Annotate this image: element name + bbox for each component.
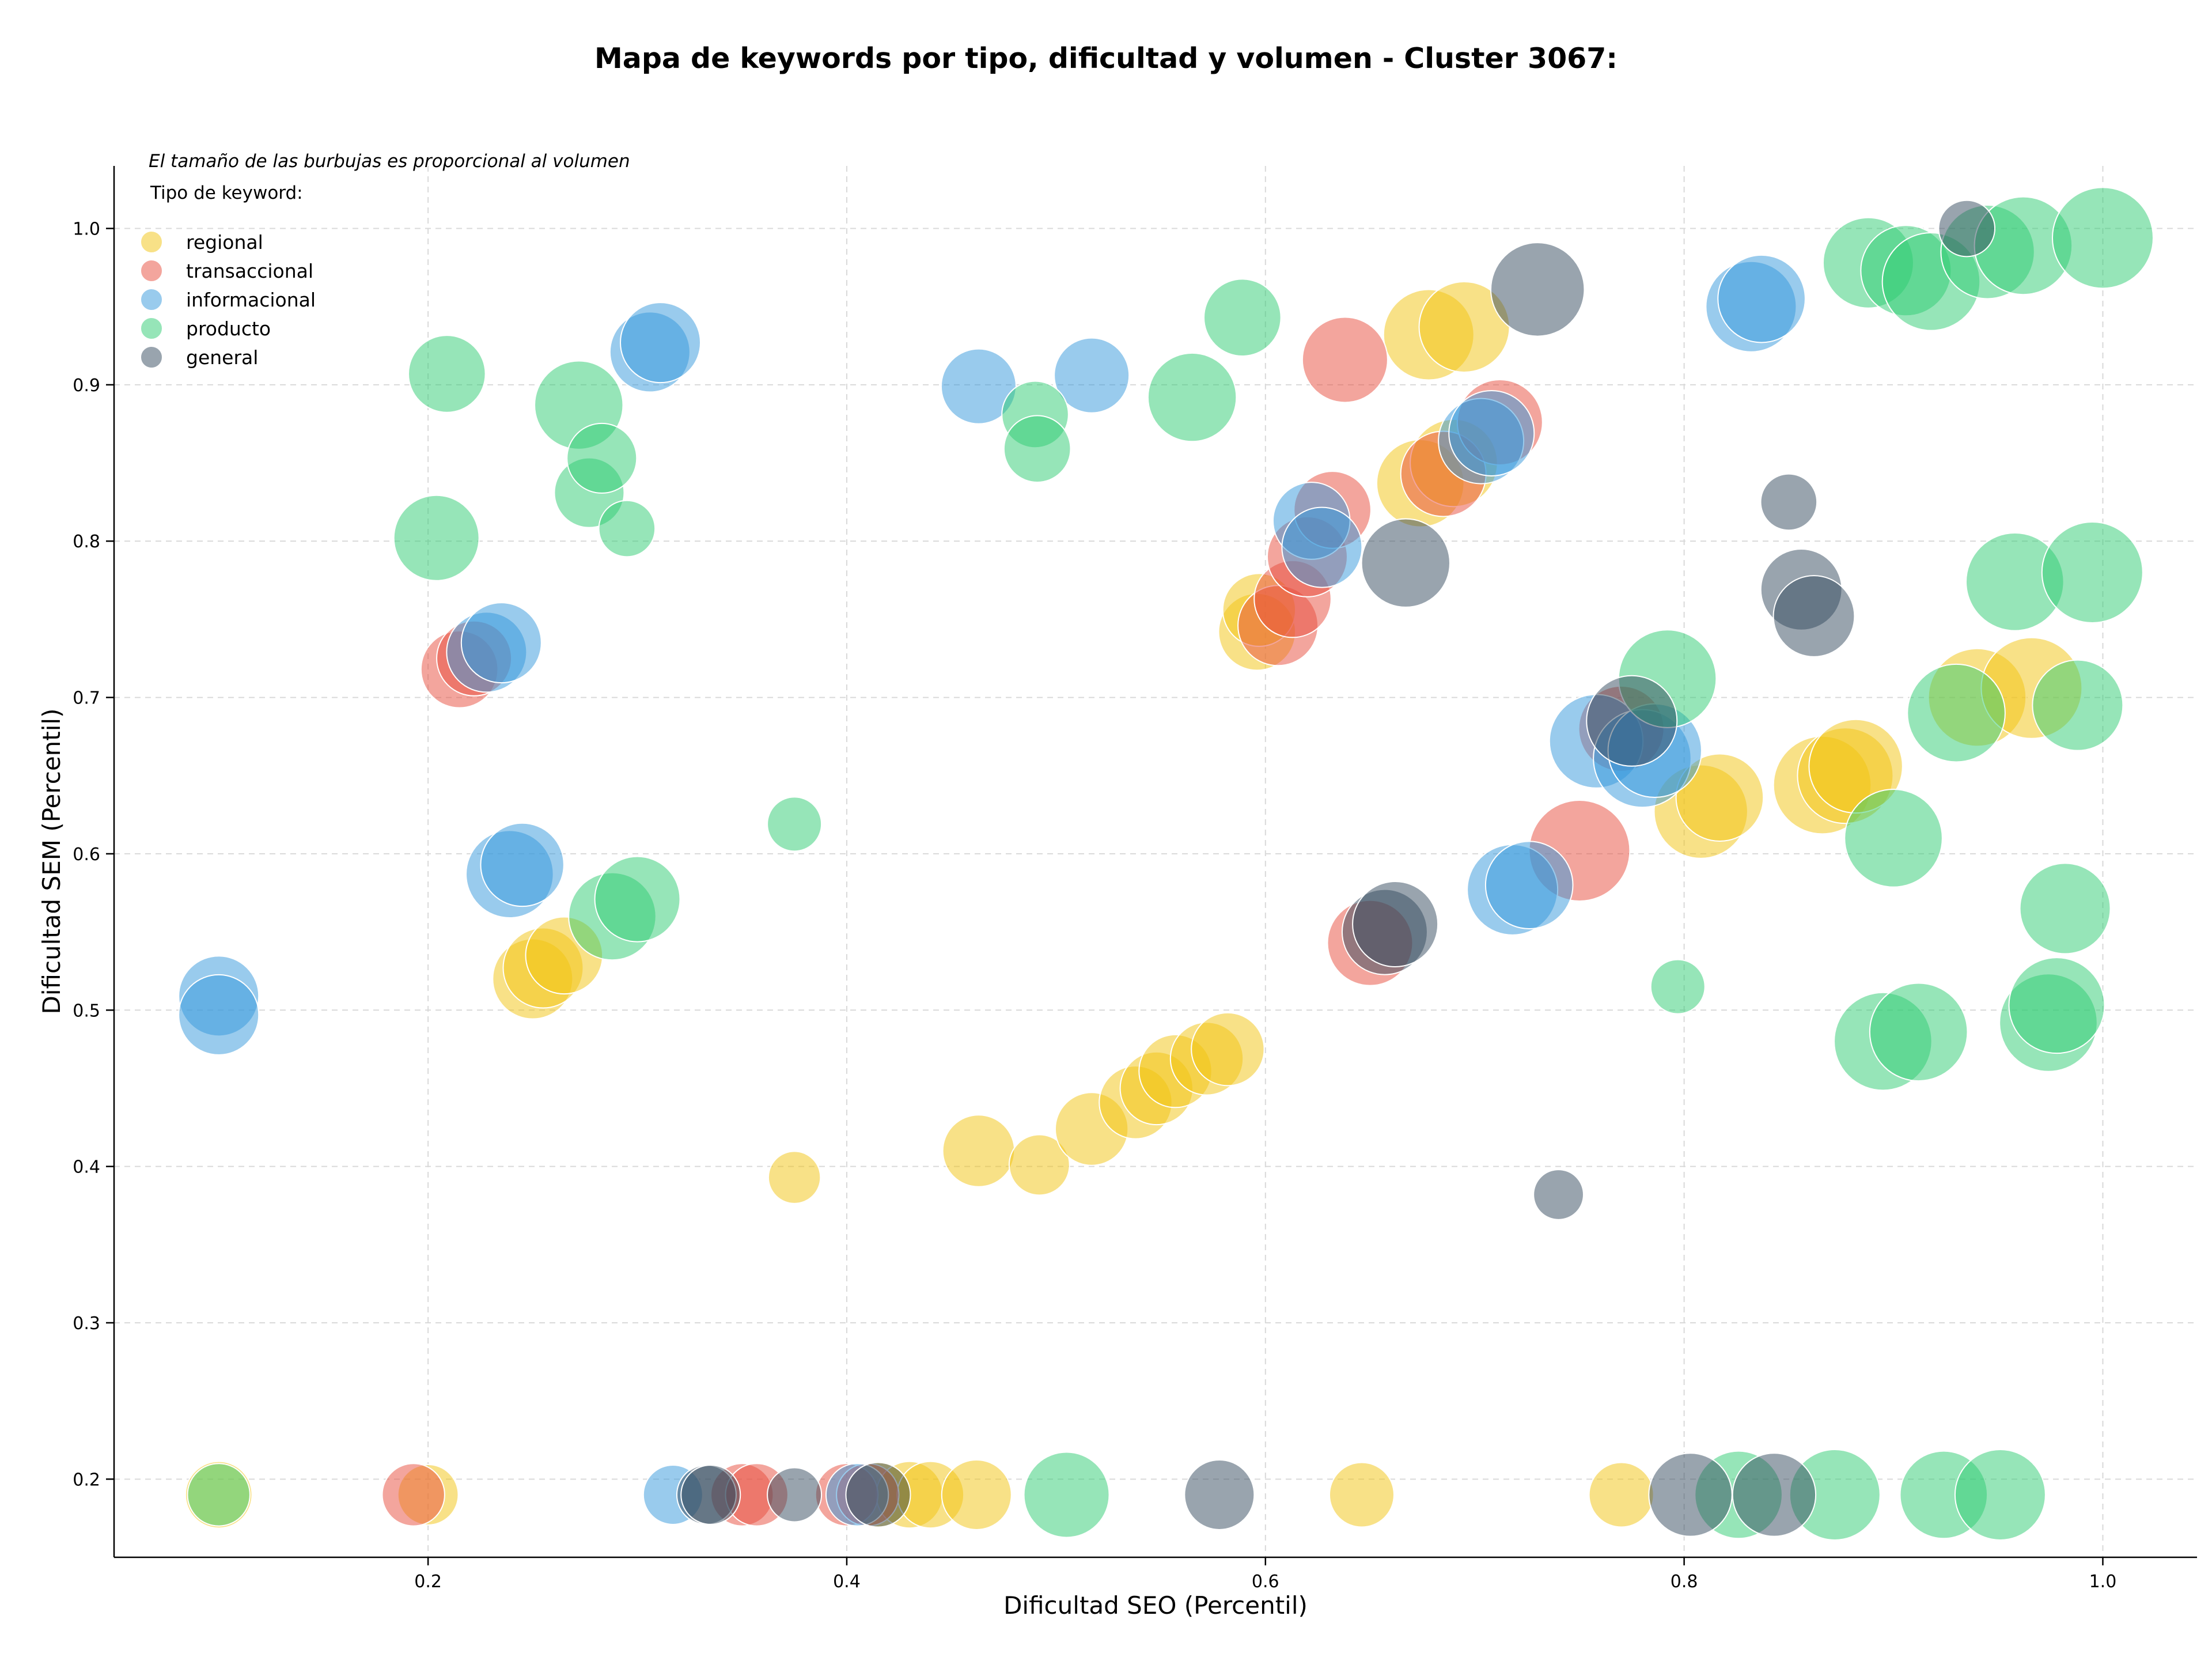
bubble-regional — [1328, 1462, 1395, 1528]
bubble-general — [845, 1462, 911, 1528]
bubble-producto — [1023, 1451, 1110, 1538]
bubble-producto — [2051, 187, 2154, 289]
bubble-producto — [598, 500, 656, 558]
bubble-producto — [566, 422, 638, 494]
bubble-transaccional — [1301, 316, 1388, 403]
x-axis-label: Dificultad SEO (Percentil) — [1003, 1591, 1308, 1620]
y-axis-label: Dificultad SEM (Percentil) — [37, 709, 66, 1015]
legend-marker-regional — [140, 230, 163, 253]
legend-label-regional: regional — [186, 231, 263, 253]
bubble-regional — [767, 1151, 821, 1204]
legend-title: Tipo de keyword: — [150, 183, 303, 203]
bubble-general — [1772, 575, 1855, 657]
bubble-informacional — [940, 348, 1017, 425]
x-tick-label: 0.6 — [1252, 1572, 1279, 1592]
size-note: El tamaño de las burbujas es proporciona… — [149, 151, 630, 172]
bubble-producto — [1003, 415, 1071, 483]
bubble-transaccional — [381, 1463, 445, 1527]
bubble-informacional — [1484, 841, 1574, 930]
x-tick-label: 0.4 — [833, 1572, 861, 1592]
bubble-informacional — [1054, 337, 1130, 414]
y-tick-label: 1.0 — [73, 220, 100, 240]
bubble-general — [767, 1467, 823, 1523]
legend-items: regional transaccional informacional produc… — [140, 230, 316, 369]
bubble-informacional — [480, 822, 565, 907]
bubble-general — [1184, 1459, 1255, 1530]
x-tick-label: 0.2 — [414, 1572, 442, 1592]
bubble-producto — [393, 494, 480, 581]
bubble-producto — [1844, 788, 1943, 888]
bubble-general — [1938, 199, 1996, 258]
bubble-informacional — [178, 974, 260, 1055]
bubble-general — [1361, 518, 1450, 608]
bubble-general — [1586, 675, 1678, 767]
bubble-regional — [1008, 1134, 1070, 1196]
y-tick-label: 0.3 — [73, 1314, 100, 1334]
legend-marker-informacional — [140, 288, 163, 311]
x-tick-label: 1.0 — [2089, 1572, 2117, 1592]
bubble-general — [680, 1464, 741, 1525]
x-ticks: 0.2 0.4 0.6 0.8 1.0 — [414, 1557, 2116, 1592]
bubble-producto — [1203, 278, 1282, 357]
bubble-producto — [187, 1463, 251, 1527]
bubble-producto — [1147, 352, 1237, 442]
bubble-producto — [2032, 659, 2124, 751]
y-tick-label: 0.9 — [73, 376, 100, 396]
legend-marker-general — [140, 346, 163, 369]
legend-label-transaccional: transaccional — [186, 260, 313, 282]
bubble-producto — [1869, 982, 1968, 1082]
x-tick-label: 0.8 — [1671, 1572, 1698, 1592]
bubble-regional — [941, 1459, 1012, 1530]
bubble-informacional — [1281, 506, 1363, 588]
bubble-informacional — [1717, 254, 1806, 343]
legend-label-informacional: informacional — [186, 289, 316, 311]
bubble-general — [1648, 1452, 1733, 1537]
bubble-informacional — [1448, 390, 1535, 477]
chart-title: Mapa de keywords por tipo, dificultad y … — [594, 42, 1618, 75]
bubble-producto — [408, 335, 486, 413]
bubble-general — [1760, 473, 1818, 531]
bubble-regional — [1191, 1012, 1265, 1087]
bubble-informacional — [460, 602, 542, 684]
y-tick-label: 0.7 — [73, 688, 100, 709]
y-tick-label: 0.5 — [73, 1001, 100, 1021]
bubble-producto — [2008, 957, 2105, 1054]
y-tick-label: 0.4 — [73, 1157, 100, 1178]
y-ticks: 0.2 0.3 0.4 0.5 0.6 0.7 0.8 0.9 1.0 — [73, 220, 114, 1490]
bubble-regional — [942, 1114, 1016, 1187]
bubble-producto — [1907, 663, 2006, 763]
data-bubbles — [178, 187, 2154, 1541]
bubble-general — [1490, 242, 1585, 337]
bubble-producto — [2041, 521, 2143, 624]
bubble-regional — [1675, 753, 1764, 842]
y-tick-label: 0.8 — [73, 532, 100, 552]
legend: Tipo de keyword: regional transaccional in… — [140, 183, 316, 369]
bubble-informacional — [620, 302, 702, 384]
bubble-producto — [1954, 1448, 2046, 1541]
y-tick-label: 0.6 — [73, 845, 100, 865]
legend-label-producto: producto — [186, 317, 271, 340]
bubble-producto — [1650, 959, 1706, 1015]
legend-label-general: general — [186, 346, 258, 369]
y-tick-label: 0.2 — [73, 1470, 100, 1490]
bubble-general — [1732, 1452, 1817, 1537]
bubble-regional — [1588, 1462, 1654, 1528]
legend-marker-transaccional — [140, 259, 163, 282]
bubble-general — [1533, 1169, 1584, 1220]
bubble-general — [1352, 881, 1439, 968]
legend-marker-producto — [140, 317, 163, 340]
bubble-producto — [2019, 862, 2111, 955]
bubble-producto — [767, 796, 823, 852]
bubble-producto — [594, 856, 681, 943]
